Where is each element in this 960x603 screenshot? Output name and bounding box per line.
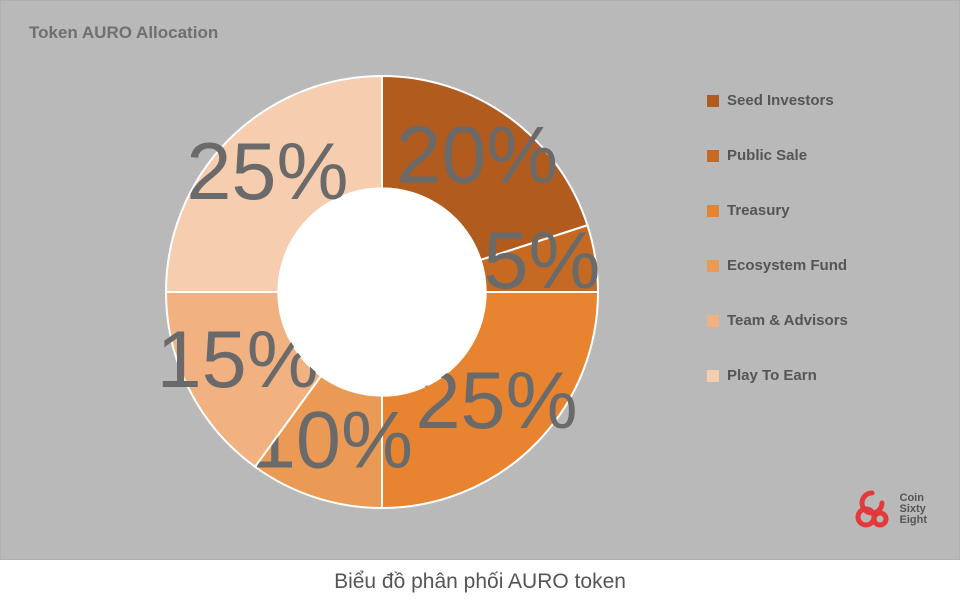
brand-eight-top [858, 509, 874, 525]
chart-title: Token AURO Allocation [29, 23, 218, 43]
brand-line-2: Sixty [900, 504, 928, 515]
legend-item-3: Ecosystem Fund [707, 257, 907, 274]
legend-label-0: Seed Investors [727, 92, 834, 109]
legend-item-2: Treasury [707, 202, 907, 219]
legend-swatch-3 [707, 260, 719, 272]
legend-label-1: Public Sale [727, 147, 807, 164]
legend-label-2: Treasury [727, 202, 790, 219]
legend-swatch-5 [707, 370, 719, 382]
legend-label-4: Team & Advisors [727, 312, 848, 329]
slice-label-5: 25% [186, 127, 348, 217]
legend: Seed Investors Public Sale Treasury Ecosyst… [707, 92, 907, 422]
brand-eight-bottom [874, 513, 886, 525]
chart-canvas: Token AURO Allocation 20%5%25%10%15%25% … [7, 7, 953, 553]
legend-swatch-4 [707, 315, 719, 327]
legend-swatch-2 [707, 205, 719, 217]
legend-swatch-1 [707, 150, 719, 162]
legend-label-3: Ecosystem Fund [727, 257, 847, 274]
legend-item-1: Public Sale [707, 147, 907, 164]
figure-caption: Biểu đồ phân phối AURO token [0, 560, 960, 594]
legend-item-4: Team & Advisors [707, 312, 907, 329]
legend-swatch-0 [707, 95, 719, 107]
legend-label-5: Play To Earn [727, 367, 817, 384]
donut-svg: 20%5%25%10%15%25% [157, 67, 607, 517]
donut-chart: 20%5%25%10%15%25% [157, 67, 607, 517]
brand-text: Coin Sixty Eight [900, 493, 928, 526]
legend-item-0: Seed Investors [707, 92, 907, 109]
brand-line-3: Eight [900, 515, 928, 526]
slice-label-0: 20% [396, 110, 558, 200]
chart-frame: Token AURO Allocation 20%5%25%10%15%25% … [0, 0, 960, 560]
donut-hole [278, 188, 485, 395]
brand-logo: Coin Sixty Eight [850, 487, 928, 531]
legend-item-5: Play To Earn [707, 367, 907, 384]
brand-68-icon [850, 487, 894, 531]
brand-line-1: Coin [900, 493, 928, 504]
